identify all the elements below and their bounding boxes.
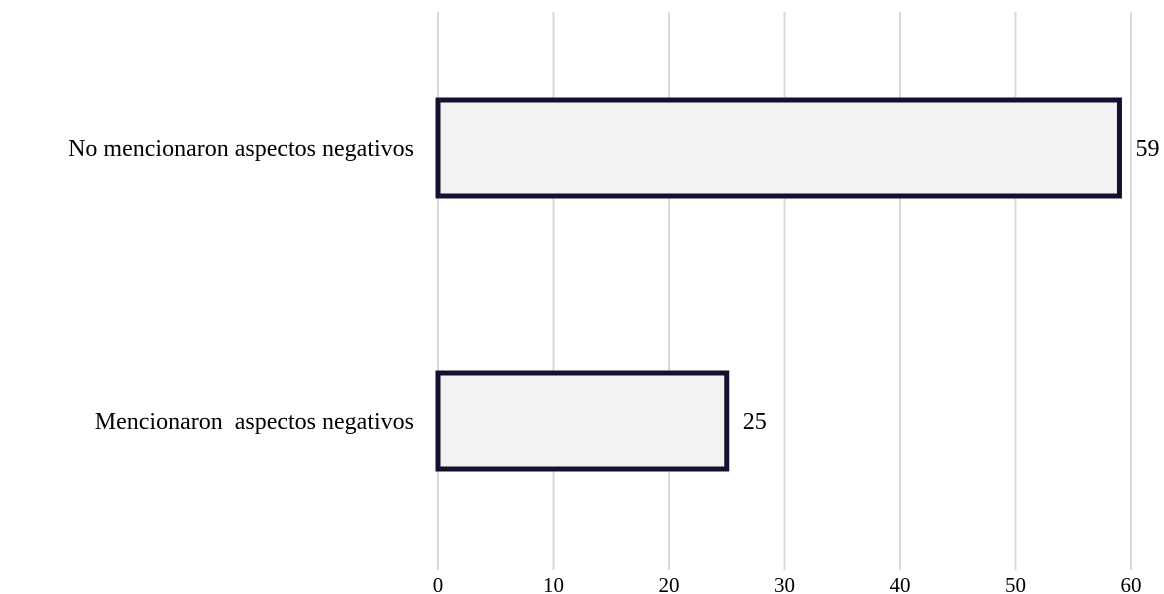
bar-1 — [435, 97, 1122, 199]
x-tick-label-50: 50 — [1005, 573, 1026, 594]
category-label-2: Mencionaron aspectos negativos — [95, 409, 414, 435]
data-label-2: 25 — [743, 409, 767, 435]
category-labels: No mencionaron aspectos negativos Mencion… — [68, 136, 414, 435]
bars — [435, 97, 1122, 472]
x-tick-labels: 0 10 20 30 40 50 60 — [433, 573, 1142, 594]
x-tick-label-30: 30 — [774, 573, 795, 594]
x-tick-label-10: 10 — [543, 573, 564, 594]
category-label-1: No mencionaron aspectos negativos — [68, 136, 414, 162]
x-tick-label-60: 60 — [1121, 573, 1142, 594]
x-tick-label-40: 40 — [890, 573, 911, 594]
gridlines — [437, 12, 1132, 570]
bar-2 — [435, 370, 730, 472]
data-labels: 59 25 — [743, 136, 1160, 435]
x-tick-label-0: 0 — [433, 573, 444, 594]
x-tick-label-20: 20 — [659, 573, 680, 594]
data-label-1: 59 — [1135, 136, 1159, 162]
